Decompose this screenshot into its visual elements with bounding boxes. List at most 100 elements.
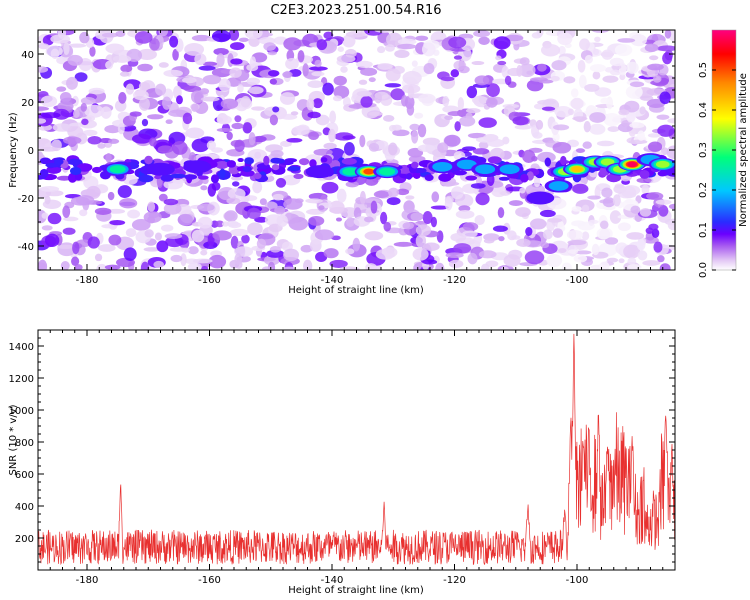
noise-blob xyxy=(450,232,467,242)
noise-blob xyxy=(308,66,328,71)
noise-blob xyxy=(79,209,88,217)
noise-blob xyxy=(563,76,576,84)
signal-feature xyxy=(655,160,670,168)
noise-blob xyxy=(321,181,339,194)
noise-blob xyxy=(594,36,601,42)
noise-blob xyxy=(450,186,464,200)
noise-blob xyxy=(216,115,232,125)
noise-blob xyxy=(122,174,138,185)
noise-blob xyxy=(647,141,663,152)
colorbar-tick-label: 0.0 xyxy=(698,262,709,278)
noise-blob xyxy=(211,181,221,191)
noise-blob xyxy=(252,135,267,143)
noise-blob xyxy=(234,139,245,152)
noise-blob xyxy=(318,205,325,211)
noise-blob xyxy=(47,212,62,225)
noise-blob xyxy=(168,109,189,117)
noise-blob xyxy=(500,190,511,196)
noise-blob xyxy=(329,110,337,124)
noise-blob xyxy=(567,108,574,116)
noise-blob xyxy=(457,97,465,111)
noise-blob xyxy=(336,188,347,203)
band-blob xyxy=(237,157,244,163)
noise-blob xyxy=(456,200,466,207)
noise-blob xyxy=(302,63,309,77)
noise-blob xyxy=(430,205,449,210)
noise-blob xyxy=(571,220,586,227)
band-blob xyxy=(215,161,229,169)
noise-blob xyxy=(340,66,348,73)
noise-blob xyxy=(109,219,126,226)
noise-blob xyxy=(252,180,263,194)
noise-blob xyxy=(422,211,433,225)
noise-blob xyxy=(279,92,296,105)
noise-blob xyxy=(550,75,560,82)
noise-blob xyxy=(220,98,239,110)
noise-blob xyxy=(380,211,388,225)
noise-blob xyxy=(202,74,222,85)
noise-blob xyxy=(88,87,105,95)
colorbar-tick-label: 0.5 xyxy=(698,62,709,78)
noise-blob xyxy=(495,55,502,61)
noise-blob xyxy=(458,65,470,74)
noise-blob xyxy=(577,59,586,73)
band-blob xyxy=(438,173,452,182)
noise-blob xyxy=(147,201,156,212)
noise-blob xyxy=(191,229,205,243)
noise-blob xyxy=(307,111,321,119)
noise-blob xyxy=(646,192,664,201)
noise-blob xyxy=(640,95,654,101)
noise-blob xyxy=(184,42,205,56)
spectrogram-signal xyxy=(103,153,675,205)
noise-blob xyxy=(269,114,279,126)
noise-blob xyxy=(143,247,161,252)
noise-blob xyxy=(38,43,50,50)
noise-blob xyxy=(343,142,355,156)
noise-blob xyxy=(462,222,479,232)
noise-blob xyxy=(215,220,225,228)
band-blob xyxy=(498,176,510,181)
noise-blob xyxy=(314,229,335,241)
noise-blob xyxy=(384,83,402,88)
noise-blob xyxy=(194,53,207,66)
noise-blob xyxy=(267,51,277,56)
noise-blob xyxy=(74,264,83,270)
noise-blob xyxy=(282,71,293,79)
noise-blob xyxy=(636,177,652,183)
noise-blob xyxy=(291,125,310,136)
noise-blob xyxy=(649,55,659,61)
noise-blob xyxy=(169,35,179,48)
noise-blob xyxy=(467,132,487,139)
noise-blob xyxy=(602,75,619,83)
noise-blob xyxy=(407,85,415,99)
noise-blob xyxy=(254,216,269,223)
band-blob xyxy=(560,155,567,166)
noise-blob xyxy=(621,186,637,199)
noise-blob xyxy=(241,234,250,244)
noise-blob xyxy=(603,112,621,127)
noise-blob xyxy=(385,68,401,82)
y-tick-label: 40 xyxy=(21,50,34,61)
band-blob xyxy=(341,157,357,165)
noise-blob xyxy=(636,238,646,251)
noise-blob xyxy=(160,224,174,232)
y-tick-label: 1000 xyxy=(9,406,34,417)
noise-blob xyxy=(81,118,89,126)
noise-blob xyxy=(38,259,48,270)
signal-feature xyxy=(627,161,638,168)
noise-blob xyxy=(229,67,242,78)
noise-blob xyxy=(197,203,215,212)
noise-blob xyxy=(540,43,561,57)
noise-blob xyxy=(246,207,261,220)
noise-blob xyxy=(240,95,251,108)
noise-blob xyxy=(473,30,491,38)
noise-blob xyxy=(59,91,72,103)
noise-blob xyxy=(50,34,71,44)
noise-blob xyxy=(617,222,631,232)
noise-blob xyxy=(268,70,280,77)
noise-blob xyxy=(141,118,149,127)
noise-blob xyxy=(501,66,510,78)
band-blob xyxy=(54,158,64,166)
noise-blob xyxy=(282,266,296,270)
noise-blob xyxy=(94,253,103,262)
